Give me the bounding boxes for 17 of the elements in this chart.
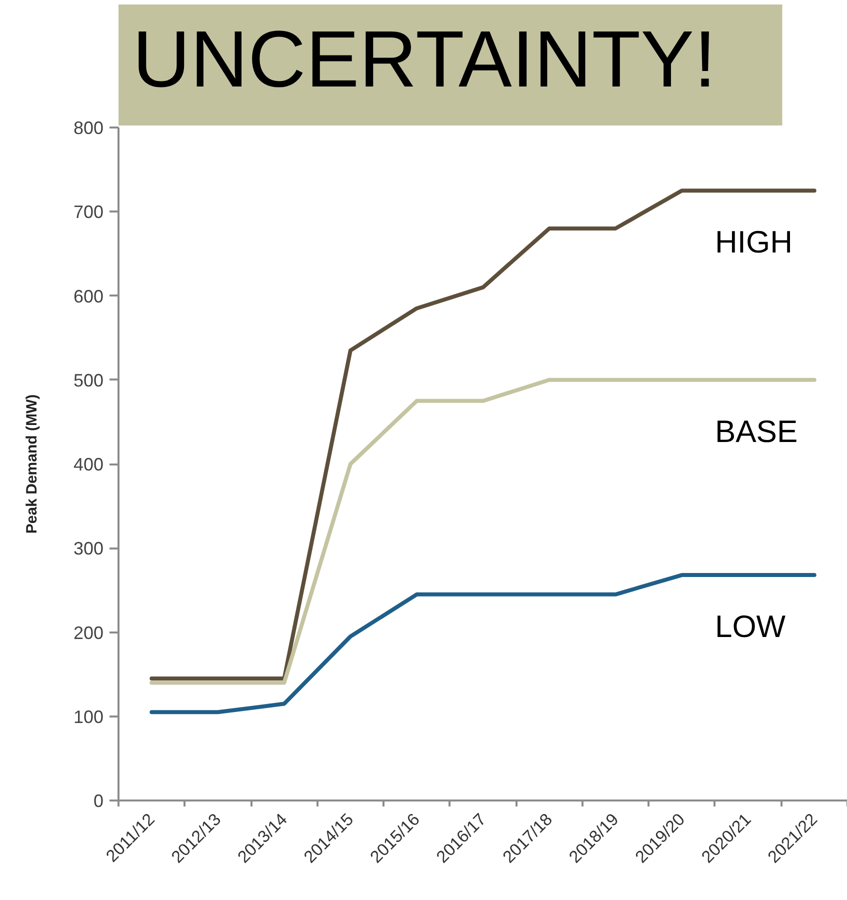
y-tick-label: 400 bbox=[73, 454, 104, 474]
y-tick-label: 300 bbox=[73, 538, 104, 559]
y-tick-label: 0 bbox=[93, 791, 104, 811]
chart-title: UNCERTAINTY! bbox=[132, 14, 716, 104]
y-tick-label: 200 bbox=[73, 622, 104, 643]
y-tick-label: 600 bbox=[73, 286, 104, 306]
series-label: LOW bbox=[714, 609, 786, 644]
line-series bbox=[150, 378, 816, 685]
series-label: BASE bbox=[714, 414, 798, 449]
y-axis-title: Peak Demand (MW) bbox=[23, 394, 40, 534]
series-label: HIGH bbox=[714, 224, 792, 260]
y-tick-label: 500 bbox=[73, 370, 104, 390]
y-tick-label: 700 bbox=[73, 202, 104, 222]
line-series bbox=[150, 573, 816, 714]
line-series bbox=[150, 188, 816, 681]
y-tick-label: 100 bbox=[73, 706, 104, 727]
y-tick-label: 800 bbox=[73, 118, 104, 138]
